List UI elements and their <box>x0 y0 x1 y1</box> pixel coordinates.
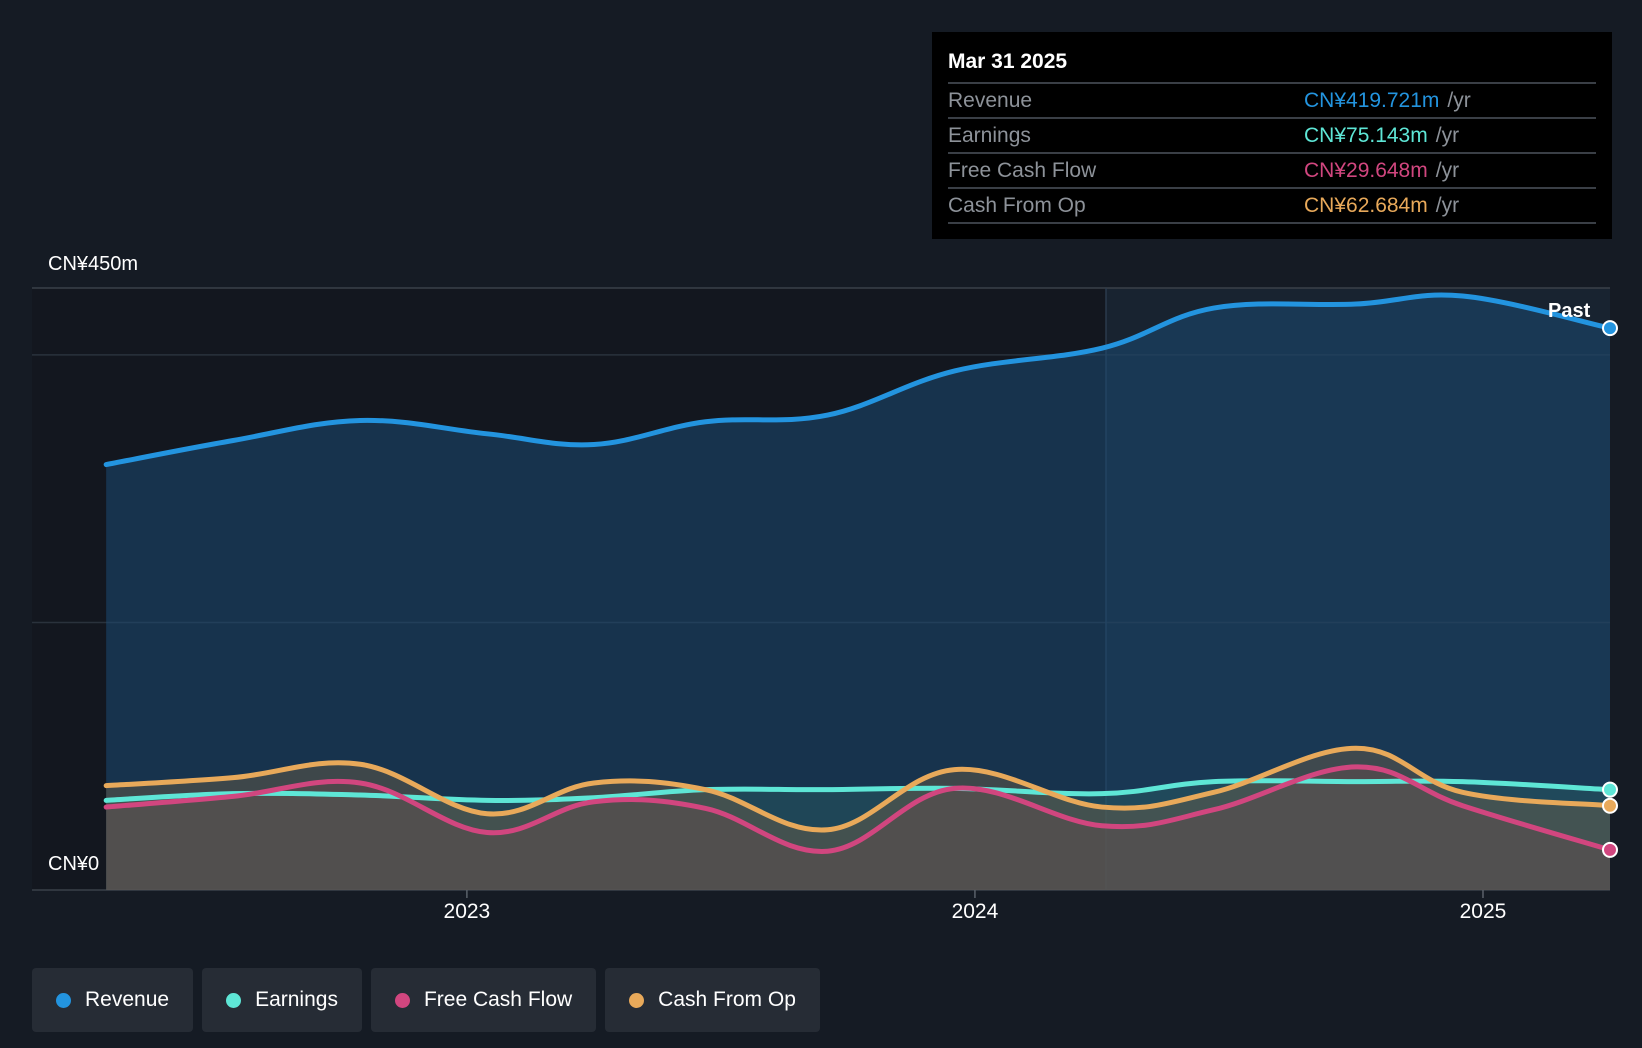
series-end-dots <box>1602 320 1618 858</box>
y-tick-label-top: CN¥450m <box>48 253 139 275</box>
legend-dot-icon <box>394 992 410 1008</box>
end-dot-revenue <box>1602 320 1618 337</box>
end-dot-free-cash-flow <box>1602 841 1618 858</box>
tooltip-label: Earnings <box>948 124 1031 147</box>
legend-item-free-cash-flow[interactable]: Free Cash Flow <box>370 968 597 1032</box>
legend-label: Revenue <box>85 988 170 1011</box>
tooltip-value: CN¥62.684m <box>1304 194 1428 217</box>
legend-item-earnings[interactable]: Earnings <box>202 968 362 1032</box>
x-tick-marks <box>466 890 1484 898</box>
tooltip-label: Cash From Op <box>948 194 1086 217</box>
series-line-free-cash-flow <box>103 764 1613 854</box>
tooltip-value: CN¥75.143m <box>1304 124 1428 147</box>
x-tick-label: 2023 <box>443 900 491 923</box>
series-lines <box>103 292 1613 854</box>
x-tick-label: 2024 <box>951 900 999 923</box>
legend-dot-icon <box>226 992 242 1008</box>
legend-dot-icon <box>56 992 71 1008</box>
tooltip-unit: /yr <box>1435 159 1460 182</box>
tooltip-row-earnings: Earnings CN¥75.143m /yr <box>948 117 1596 152</box>
legend-label: Cash From Op <box>658 988 796 1011</box>
area-revenue <box>106 294 1610 891</box>
tooltip-value: CN¥419.721m <box>1304 89 1440 112</box>
end-dot-cash-from-op <box>1602 797 1618 814</box>
tooltip-unit: /yr <box>1435 124 1460 147</box>
chart-legend: Revenue Earnings Free Cash Flow Cash Fro… <box>32 968 820 1032</box>
y-tick-label-bottom: CN¥0 <box>48 853 100 875</box>
tooltip-row-free-cash-flow: Free Cash Flow CN¥29.648m /yr <box>948 152 1596 187</box>
area-cash-from-op <box>106 748 1610 890</box>
area-free-cash-flow <box>106 766 1610 890</box>
tooltip-value: CN¥29.648m <box>1304 159 1428 182</box>
tooltip-unit: /yr <box>1435 194 1460 217</box>
tooltip-date: Mar 31 2025 <box>948 50 1068 73</box>
tooltip-label: Revenue <box>948 89 1033 112</box>
legend-dot-icon <box>629 992 645 1008</box>
legend-label: Earnings <box>255 988 338 1011</box>
tooltip-unit: /yr <box>1447 89 1471 112</box>
end-dot-earnings <box>1602 781 1618 798</box>
legend-item-cash-from-op[interactable]: Cash From Op <box>605 968 820 1032</box>
past-label: Past <box>1548 300 1591 322</box>
legend-item-revenue[interactable]: Revenue <box>32 968 194 1032</box>
series-line-earnings <box>103 778 1613 803</box>
tooltip-label: Free Cash Flow <box>948 159 1097 182</box>
series-areas <box>106 294 1610 891</box>
data-tooltip: Mar 31 2025 Revenue CN¥419.721m /yr Earn… <box>932 32 1612 239</box>
tooltip-row-cash-from-op: Cash From Op CN¥62.684m /yr <box>948 187 1596 224</box>
x-tick-label: 2025 <box>1459 900 1507 923</box>
series-line-revenue <box>103 292 1613 468</box>
tooltip-row-revenue: Revenue CN¥419.721m /yr <box>948 82 1596 117</box>
area-earnings <box>106 780 1610 890</box>
series-line-cash-from-op <box>103 745 1613 833</box>
legend-label: Free Cash Flow <box>423 988 573 1011</box>
